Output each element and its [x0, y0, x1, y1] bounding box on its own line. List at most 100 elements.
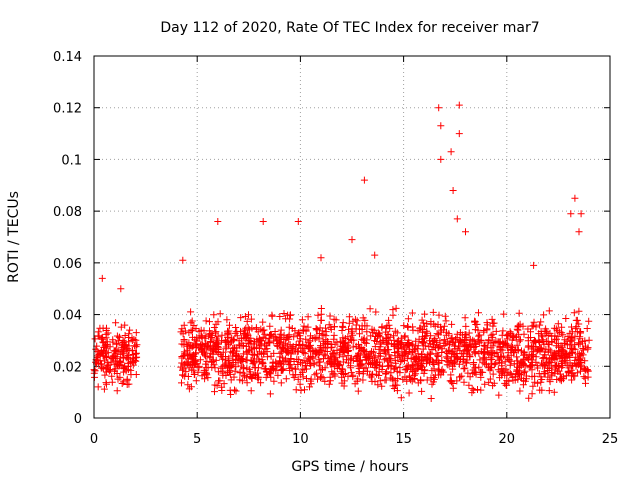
- data-point: [365, 359, 372, 367]
- data-point: [248, 344, 256, 352]
- data-point: [113, 332, 121, 340]
- data-point: [203, 369, 210, 377]
- data-point: [325, 380, 333, 388]
- data-point: [311, 371, 319, 379]
- y-tick-label: 0: [74, 412, 82, 427]
- data-point: [115, 333, 123, 341]
- data-point: [429, 359, 437, 367]
- data-point: [363, 328, 371, 336]
- data-point: [376, 330, 384, 338]
- data-point: [237, 327, 244, 335]
- data-point: [569, 370, 577, 378]
- data-point: [545, 345, 553, 353]
- data-point: [298, 366, 306, 374]
- data-point: [179, 371, 187, 379]
- data-point: [432, 339, 440, 347]
- data-point: [386, 355, 394, 363]
- data-point: [102, 379, 110, 387]
- data-point: [445, 358, 453, 366]
- y-tick-label: 0.06: [53, 257, 82, 272]
- data-point: [391, 377, 399, 385]
- data-point: [329, 370, 337, 378]
- data-point: [315, 362, 323, 370]
- data-point: [313, 349, 320, 357]
- data-point: [416, 324, 424, 332]
- data-point: [577, 329, 584, 337]
- data-point: [569, 362, 577, 370]
- data-point: [378, 382, 386, 390]
- data-point: [494, 339, 502, 347]
- data-point: [565, 351, 573, 359]
- data-point: [536, 321, 544, 329]
- data-point: [485, 350, 493, 358]
- data-point: [225, 327, 233, 335]
- data-point: [189, 326, 196, 334]
- data-point: [371, 343, 379, 351]
- data-point: [392, 359, 400, 367]
- data-point: [97, 347, 105, 354]
- data-point: [360, 176, 368, 184]
- data-point: [483, 326, 491, 334]
- data-point: [314, 375, 321, 383]
- data-point: [183, 351, 191, 359]
- data-point: [262, 373, 270, 381]
- data-point: [310, 360, 318, 368]
- data-point: [225, 341, 232, 349]
- data-point: [371, 356, 378, 364]
- data-point: [520, 377, 527, 385]
- data-point: [329, 349, 337, 357]
- data-point: [252, 343, 260, 351]
- data-point: [322, 328, 330, 336]
- data-point: [516, 387, 524, 395]
- data-point: [299, 340, 307, 348]
- data-point: [225, 368, 233, 376]
- data-point: [345, 325, 352, 333]
- data-point: [352, 321, 360, 329]
- data-point: [193, 340, 201, 348]
- data-point: [520, 361, 528, 369]
- data-point: [301, 386, 308, 394]
- data-point: [474, 326, 482, 334]
- data-point: [181, 327, 189, 335]
- data-point: [568, 336, 576, 344]
- data-point: [581, 374, 589, 382]
- data-point: [123, 376, 131, 384]
- data-point: [387, 369, 395, 377]
- data-point: [321, 352, 329, 360]
- data-point: [468, 385, 476, 393]
- data-point: [558, 323, 566, 331]
- data-point: [264, 339, 272, 347]
- data-point: [320, 343, 328, 351]
- data-point: [214, 318, 222, 326]
- data-point: [404, 323, 412, 331]
- x-tick-label: 15: [395, 432, 412, 447]
- data-point: [552, 325, 560, 333]
- data-point: [466, 335, 474, 343]
- data-point: [109, 336, 117, 344]
- y-tick-label: 0.02: [53, 360, 82, 375]
- data-point: [440, 336, 448, 344]
- data-point: [423, 356, 431, 363]
- data-point: [461, 314, 469, 322]
- data-point: [227, 348, 235, 356]
- plot-frame: [93, 55, 611, 419]
- data-point: [272, 367, 280, 375]
- data-point: [544, 373, 552, 381]
- data-point: [580, 364, 588, 372]
- data-point: [220, 380, 228, 388]
- data-point: [230, 373, 238, 381]
- data-point: [226, 321, 233, 329]
- data-point: [222, 345, 230, 353]
- data-point: [121, 341, 129, 349]
- data-point: [520, 351, 528, 359]
- data-point: [421, 334, 428, 342]
- data-point: [349, 371, 357, 379]
- data-point: [277, 334, 285, 342]
- data-point: [317, 254, 325, 262]
- data-point: [132, 329, 140, 337]
- data-point: [400, 322, 408, 330]
- data-point: [298, 316, 306, 324]
- data-point: [188, 366, 196, 374]
- data-point: [289, 345, 297, 352]
- data-point: [568, 328, 576, 336]
